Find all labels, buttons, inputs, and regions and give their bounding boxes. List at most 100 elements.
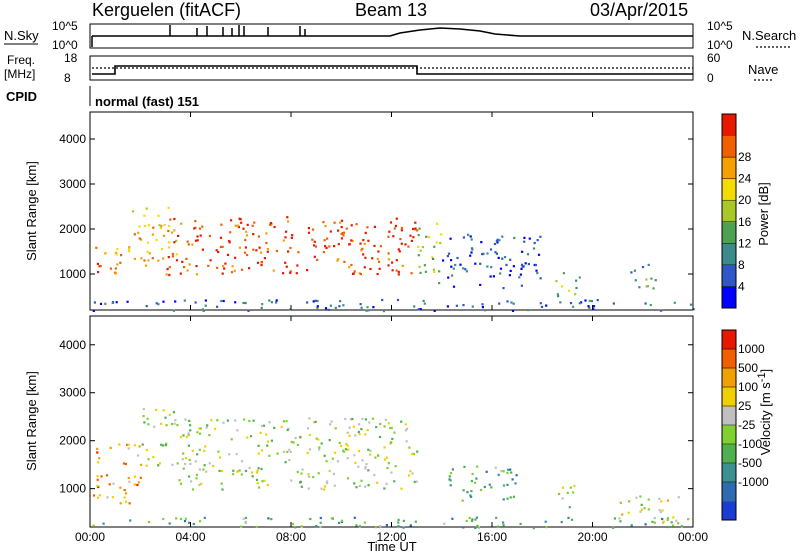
data-cell [202, 468, 205, 471]
data-cell [260, 449, 264, 452]
data-cell [176, 424, 179, 427]
data-cell [122, 462, 126, 465]
data-cell [506, 300, 509, 303]
data-cell [133, 444, 136, 447]
data-cell [96, 262, 99, 265]
data-cell [285, 265, 288, 268]
data-cell [253, 221, 256, 224]
data-cell [588, 306, 591, 309]
data-cell [633, 269, 636, 272]
velocity-colorbar-label-exp: -1 [756, 372, 768, 382]
data-cell [506, 497, 509, 500]
data-cell [326, 237, 329, 240]
data-cell [223, 267, 226, 270]
data-cell [238, 246, 241, 249]
data-cell [413, 480, 416, 483]
data-cell [570, 518, 574, 521]
velocity-colorbar-label-text: Velocity [m s [758, 382, 773, 455]
data-cell [481, 303, 484, 306]
data-cell [449, 237, 452, 240]
data-cell [155, 238, 158, 241]
data-cell [210, 419, 213, 422]
data-cell [168, 266, 171, 269]
data-cell [408, 474, 411, 477]
data-cell [362, 239, 365, 242]
data-cell [147, 423, 150, 426]
data-cell [521, 250, 524, 253]
data-cell [358, 423, 361, 426]
data-cell [244, 246, 247, 249]
data-cell [242, 517, 245, 520]
data-cell [474, 518, 477, 521]
data-cell [141, 443, 144, 446]
data-cell [338, 305, 341, 308]
data-cell [221, 272, 224, 275]
data-cell [397, 525, 400, 528]
data-cell [618, 517, 621, 520]
data-cell [187, 243, 190, 246]
data-cell [373, 225, 376, 228]
data-cell [219, 245, 222, 248]
data-cell [662, 520, 665, 523]
data-cell [470, 479, 473, 483]
data-cell [462, 267, 465, 270]
data-cell [507, 468, 510, 471]
freq-label: Freq. [7, 53, 35, 67]
data-cell [612, 526, 615, 529]
data-cell [479, 283, 482, 286]
data-cell [145, 207, 148, 210]
data-cell [340, 226, 343, 229]
data-cell [188, 419, 191, 422]
data-cell [375, 426, 378, 429]
data-cell [468, 516, 471, 520]
data-cell [568, 289, 571, 292]
data-cell [397, 248, 400, 251]
data-cell [198, 520, 202, 523]
data-cell [251, 471, 254, 474]
data-cell [163, 223, 166, 227]
data-cell [179, 517, 183, 521]
data-cell [206, 424, 209, 427]
data-cell [461, 499, 464, 502]
data-cell [672, 516, 675, 519]
data-cell [112, 482, 115, 485]
data-cell [587, 305, 590, 308]
colorbar-swatch [722, 178, 736, 201]
data-cell [592, 305, 596, 308]
data-cell [572, 491, 575, 494]
data-cell [502, 524, 505, 527]
data-cell [398, 250, 401, 253]
data-cell [448, 475, 451, 478]
data-cell [328, 439, 331, 442]
data-cell [494, 466, 497, 469]
data-cell [128, 248, 131, 251]
data-cell [139, 476, 142, 479]
data-cell [287, 220, 290, 223]
data-cell [105, 474, 109, 477]
data-cell [464, 268, 467, 271]
data-cell [115, 253, 118, 256]
data-cell [360, 249, 363, 252]
data-cell [387, 422, 390, 425]
data-cell [385, 456, 388, 459]
data-cell [504, 256, 507, 259]
data-cell [268, 454, 271, 457]
data-cell [205, 470, 208, 473]
colorbar-swatch [722, 368, 736, 388]
data-cell [489, 275, 492, 278]
data-cell [502, 498, 505, 501]
y-tick-label: 2000 [59, 222, 86, 236]
data-cell [650, 277, 653, 280]
data-cell [284, 236, 287, 239]
velocity-yticks: 1000 2000 3000 4000 [59, 338, 693, 496]
data-cell [449, 472, 453, 475]
data-cell [364, 231, 367, 234]
data-cell [484, 309, 487, 312]
data-cell [555, 280, 558, 283]
data-cell [194, 460, 197, 463]
data-cell [240, 221, 243, 224]
data-cell [569, 302, 573, 305]
data-cell [334, 306, 337, 309]
data-cell [348, 243, 351, 246]
data-cell [419, 249, 422, 252]
